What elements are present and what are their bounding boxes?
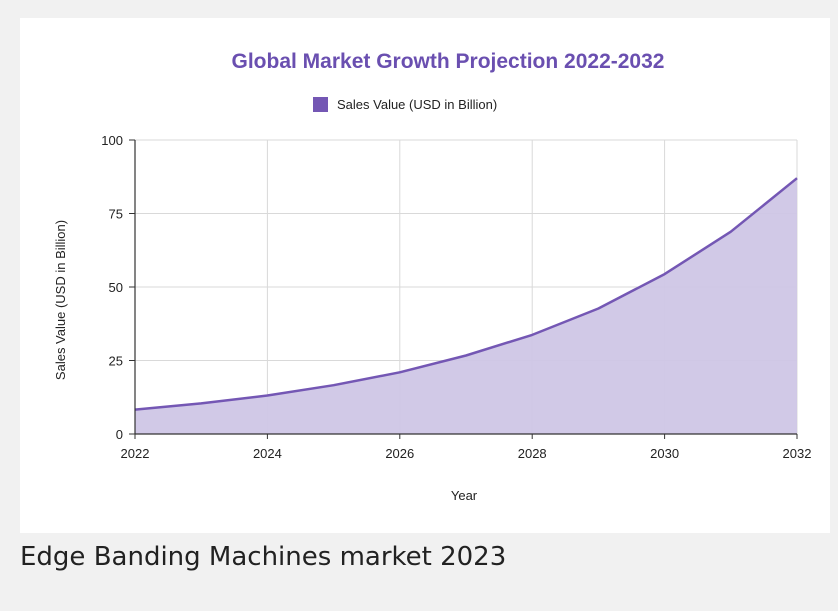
x-axis-title: Year	[451, 488, 478, 503]
legend-label: Sales Value (USD in Billion)	[337, 97, 497, 112]
y-axis-title: Sales Value (USD in Billion)	[53, 220, 68, 380]
x-tick-label: 2028	[518, 446, 547, 461]
y-tick-label: 0	[116, 427, 123, 442]
x-tick-label: 2030	[650, 446, 679, 461]
y-tick-label: 50	[109, 280, 123, 295]
chart-card: Global Market Growth Projection 2022-203…	[6, 6, 832, 605]
chart-caption: Edge Banding Machines market 2023	[20, 542, 507, 572]
x-tick-label: 2026	[385, 446, 414, 461]
chart-frame: Global Market Growth Projection 2022-203…	[20, 18, 830, 533]
legend-swatch	[313, 97, 328, 112]
area-chart: Global Market Growth Projection 2022-203…	[53, 50, 812, 503]
x-tick-label: 2022	[121, 446, 150, 461]
y-tick-label: 75	[109, 207, 123, 222]
y-tick-label: 100	[101, 133, 123, 148]
chart-title: Global Market Growth Projection 2022-203…	[232, 50, 665, 73]
x-tick-label: 2024	[253, 446, 282, 461]
y-tick-label: 25	[109, 354, 123, 369]
series-area-0	[135, 178, 797, 434]
x-tick-label: 2032	[783, 446, 812, 461]
